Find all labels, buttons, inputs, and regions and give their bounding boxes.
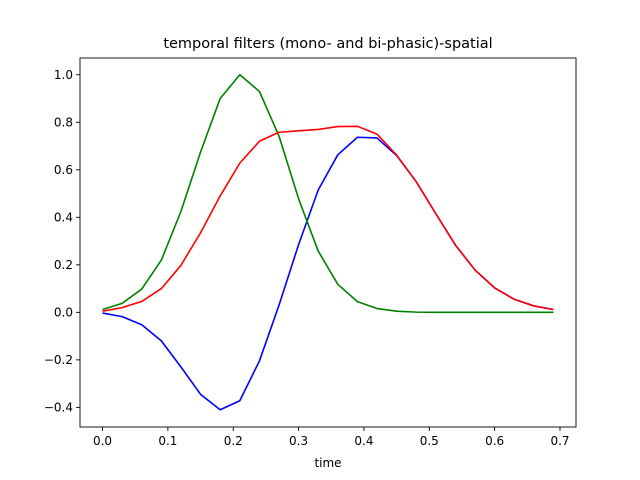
series-line-3 <box>102 125 554 312</box>
y-tick-label: 0.2 <box>54 258 73 272</box>
x-tick-label: 0.0 <box>93 434 112 448</box>
x-tick-label: 0.2 <box>224 434 243 448</box>
y-tick-label: 0.8 <box>54 115 73 129</box>
y-tick-label: −0.2 <box>44 353 73 367</box>
x-tick-label: 0.7 <box>550 434 569 448</box>
plot-frame <box>79 57 577 428</box>
x-tick-label: 0.6 <box>485 434 504 448</box>
x-tick-label: 0.1 <box>158 434 177 448</box>
plot-lines <box>102 73 554 411</box>
y-tick-label: 0.6 <box>54 163 73 177</box>
y-axis-ticks: −0.4 −0.2 0.0 0.2 0.4 0.6 0.8 1.0 <box>44 68 80 414</box>
x-axis-ticks: 0.0 0.1 0.2 0.3 0.4 0.5 0.6 0.7 <box>93 427 570 448</box>
y-tick-label: 0.4 <box>54 210 73 224</box>
chart-title: temporal filters (mono- and bi-phasic)-s… <box>163 36 492 52</box>
x-tick-label: 0.4 <box>354 434 373 448</box>
y-tick-label: 1.0 <box>54 68 73 82</box>
x-axis-label: time <box>314 456 341 470</box>
x-tick-label: 0.5 <box>420 434 439 448</box>
series-line-1 <box>102 136 554 411</box>
y-tick-label: 0.0 <box>54 305 73 319</box>
series-line-2 <box>102 73 554 314</box>
x-tick-label: 0.3 <box>289 434 308 448</box>
y-tick-label: −0.4 <box>44 400 73 414</box>
